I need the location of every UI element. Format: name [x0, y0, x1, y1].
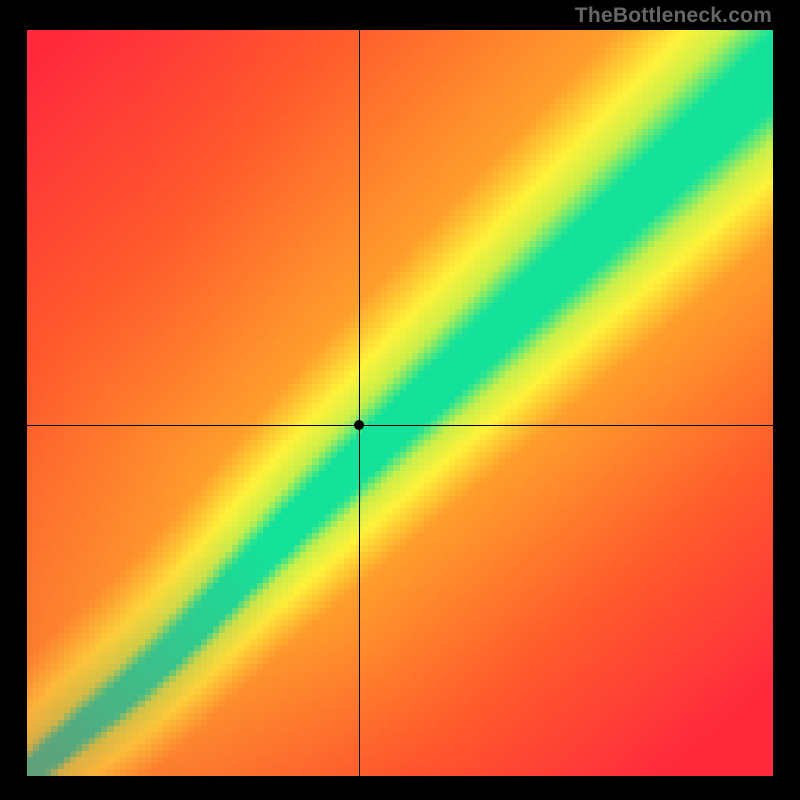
crosshair-vertical [359, 30, 360, 776]
figure-frame: TheBottleneck.com [0, 0, 800, 800]
plot-area [27, 30, 773, 776]
watermark-text: TheBottleneck.com [575, 4, 772, 28]
bottleneck-heatmap [27, 30, 773, 776]
crosshair-horizontal [27, 425, 773, 426]
selection-marker-dot [354, 420, 364, 430]
